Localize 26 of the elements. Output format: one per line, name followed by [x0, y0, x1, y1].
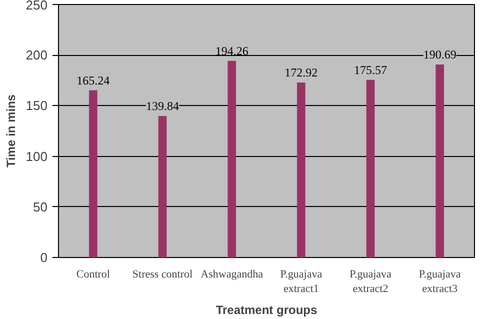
bar	[366, 80, 375, 258]
data-label: 139.84	[146, 98, 179, 113]
y-tick-label: 50	[33, 199, 48, 214]
bar	[158, 116, 167, 258]
y-tick-label: 0	[40, 250, 48, 265]
y-tick-label: 200	[26, 48, 48, 63]
bar	[436, 64, 444, 258]
y-tick-label: 150	[26, 98, 48, 114]
data-label: 175.57	[354, 62, 387, 77]
data-label: 194.26	[215, 44, 248, 58]
x-tick-label: Ashwagandha	[200, 268, 264, 280]
x-axis-title: Treatment groups	[216, 302, 318, 317]
bar	[297, 82, 306, 258]
data-label: 172.92	[284, 66, 318, 80]
x-tick-label: P.guajava extract1	[280, 268, 322, 295]
x-tick-label: P.guajava extract3	[418, 268, 461, 295]
bar	[89, 90, 98, 258]
data-label: 190.69	[423, 48, 456, 62]
data-label: 165.24	[76, 73, 110, 88]
x-tick-label: Stress control	[132, 268, 193, 280]
bar	[228, 60, 236, 258]
y-tick-label: 100	[26, 148, 48, 164]
y-tick-label: 250	[26, 0, 48, 12]
y-axis-title: Time in mins	[4, 94, 18, 168]
x-tick-label: P.guajava extract2	[350, 268, 392, 295]
x-tick-label: Control	[76, 268, 110, 280]
